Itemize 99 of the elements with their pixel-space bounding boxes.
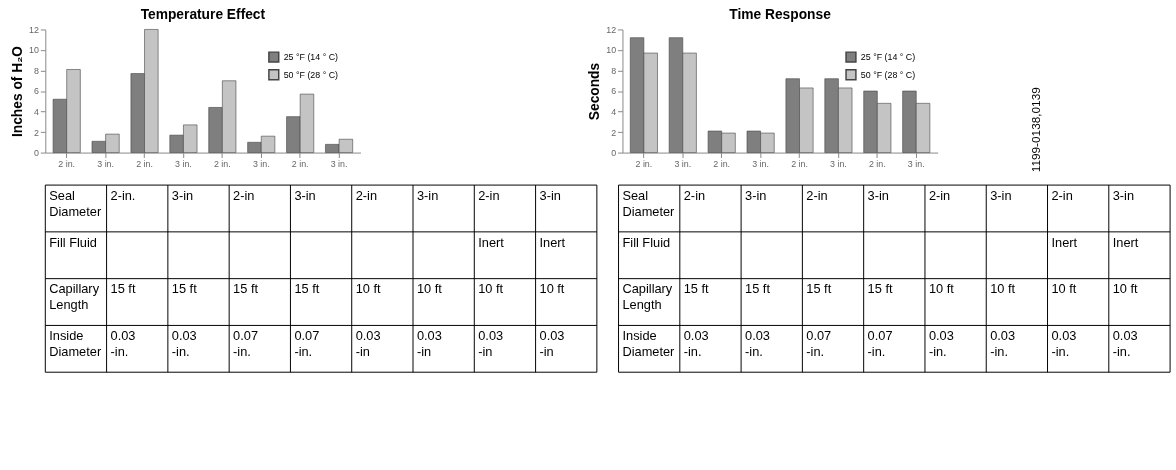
text: 0.03 -in (539, 328, 565, 359)
legend-label: 25 °F (14 ° C) (283, 52, 339, 62)
y-tick-label: 0 (611, 148, 617, 159)
y-tick-label: 8 (611, 65, 617, 76)
text: 0.03 -in. (745, 328, 770, 359)
text: Inert (1051, 234, 1078, 250)
text: 15 ft (683, 281, 710, 297)
x-tick-label: 2 in. (58, 158, 76, 169)
text: 2-in (233, 187, 255, 203)
text: Fill Fluid (49, 234, 97, 250)
text: 10 ft (355, 281, 382, 297)
text: 0.07 -in. (294, 328, 320, 359)
text: 15 ft (806, 281, 832, 297)
text: 2-in (928, 187, 951, 203)
y-tick-label: 6 (33, 86, 39, 97)
text: 10 ft (928, 281, 955, 297)
y-tick-label: 6 (611, 86, 617, 97)
text: 0.07 -in. (233, 328, 259, 359)
x-tick-label: 3 in. (674, 158, 692, 169)
text: Seal Diameter (49, 187, 102, 219)
chart-title: Temperature Effect (140, 6, 266, 22)
text: 10 ft (539, 281, 565, 297)
text: 0.03 -in. (110, 328, 136, 359)
text: 2-in (355, 187, 378, 203)
text: 0.07 -in. (867, 328, 893, 359)
text: 15 ft (867, 281, 893, 297)
x-tick-label: 2 in. (213, 158, 231, 169)
text: 0.03 -in. (1112, 328, 1138, 359)
text: 0.03 -in (355, 328, 381, 359)
y-tick-label: 8 (33, 65, 39, 76)
text: 15 ft (110, 281, 136, 297)
x-tick-label: 3 in. (330, 158, 348, 169)
x-tick-label: 2 in. (713, 158, 731, 169)
text: Seal Diameter (622, 187, 676, 219)
text: 15 ft (171, 281, 198, 297)
text: Inert (1112, 234, 1139, 250)
y-tick-label: 2 (611, 127, 617, 138)
text: 3-in (416, 187, 439, 203)
text: 0.03 -in (416, 328, 442, 359)
text: 2-in (478, 187, 500, 203)
y-tick-label: 12 (606, 24, 617, 35)
x-tick-label: 3 in. (252, 158, 270, 169)
text: 0.03 -in. (990, 328, 1016, 359)
text: 2-in. (110, 187, 136, 203)
x-tick-label: 3 in. (97, 158, 114, 169)
y-tick-label: 0 (33, 148, 39, 159)
text: 2-in (806, 187, 828, 203)
text: 3-in (1112, 187, 1135, 203)
y-tick-label: 10 (606, 45, 617, 56)
text: 2-in (683, 187, 706, 203)
text: Inside Diameter (622, 328, 676, 359)
text: Inert (539, 234, 566, 250)
y-tick-label: 4 (33, 106, 39, 117)
text: 0.03 -in. (1051, 328, 1077, 359)
x-tick-label: 2 in. (635, 158, 653, 169)
text: 0.07 -in. (806, 328, 832, 359)
text: 3-in (990, 187, 1012, 203)
chart-title: Time Response (729, 6, 832, 22)
text: Inert (478, 234, 505, 250)
text: 3-in (745, 187, 767, 203)
text: 3-in (867, 187, 889, 203)
text: Fill Fluid (622, 234, 671, 250)
text: 15 ft (745, 281, 771, 297)
text: 15 ft (233, 281, 259, 297)
x-tick-label: 3 in. (830, 158, 847, 169)
x-tick-label: 3 in. (752, 158, 769, 169)
text: 0.03 -in (478, 328, 504, 359)
y-tick-label: 2 (33, 127, 39, 138)
x-tick-label: 3 in. (175, 158, 192, 169)
text: 10 ft (478, 281, 504, 297)
text: 10 ft (1112, 281, 1139, 297)
text: 10 ft (416, 281, 443, 297)
text: 3-in (539, 187, 561, 203)
y-axis-title: Seconds (587, 62, 603, 121)
text: Inside Diameter (49, 328, 102, 359)
text: 3-in (294, 187, 316, 203)
x-tick-label: 2 in. (291, 158, 309, 169)
text: 10 ft (990, 281, 1016, 297)
text: 0.03 -in. (928, 328, 954, 359)
text: Capillary Length (622, 281, 673, 313)
y-tick-label: 10 (29, 45, 39, 56)
text: 2-in (1051, 187, 1073, 203)
text: 1199-0138,0139 (1029, 87, 1044, 173)
legend-label: 25 °F (14 ° C) (860, 52, 916, 62)
x-tick-label: 2 in. (791, 158, 808, 169)
y-axis-title: Inches of H₂O (10, 45, 26, 138)
legend-label: 50 °F (28 ° C) (860, 69, 916, 80)
text: 10 ft (1051, 281, 1077, 297)
x-tick-label: 2 in. (136, 158, 153, 169)
text: 3-in (171, 187, 194, 203)
y-tick-label: 12 (29, 24, 39, 35)
x-tick-label: 2 in. (868, 158, 886, 169)
text: 0.03 -in. (683, 328, 709, 359)
text: 15 ft (294, 281, 320, 297)
text: Capillary Length (49, 281, 100, 313)
legend-label: 50 °F (28 ° C) (283, 69, 339, 80)
text: 0.03 -in. (171, 328, 197, 359)
x-tick-label: 3 in. (907, 158, 925, 169)
y-tick-label: 4 (611, 106, 617, 117)
